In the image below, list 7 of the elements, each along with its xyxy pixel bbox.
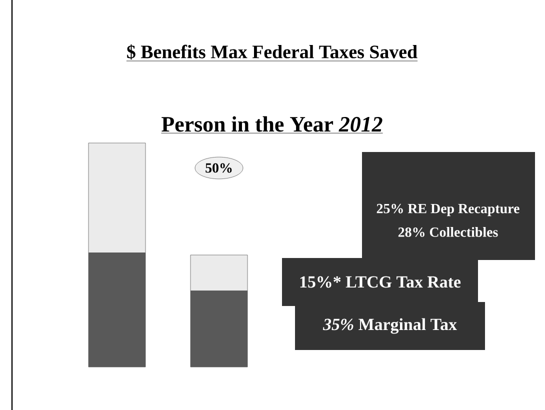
text: 35% Marginal Tax (322, 318, 457, 334)
text: 28% Collectibles (398, 227, 498, 237)
chart-subtitle: Person in the Year 2012 (162, 116, 382, 132)
annotation: 50% (206, 163, 232, 173)
text: 25% RE Dep Recapture (376, 204, 520, 216)
chart-title: $ Benefits Max Federal Taxes Saved (127, 44, 418, 60)
text: 15%* LTCG Tax Rate (300, 276, 461, 288)
